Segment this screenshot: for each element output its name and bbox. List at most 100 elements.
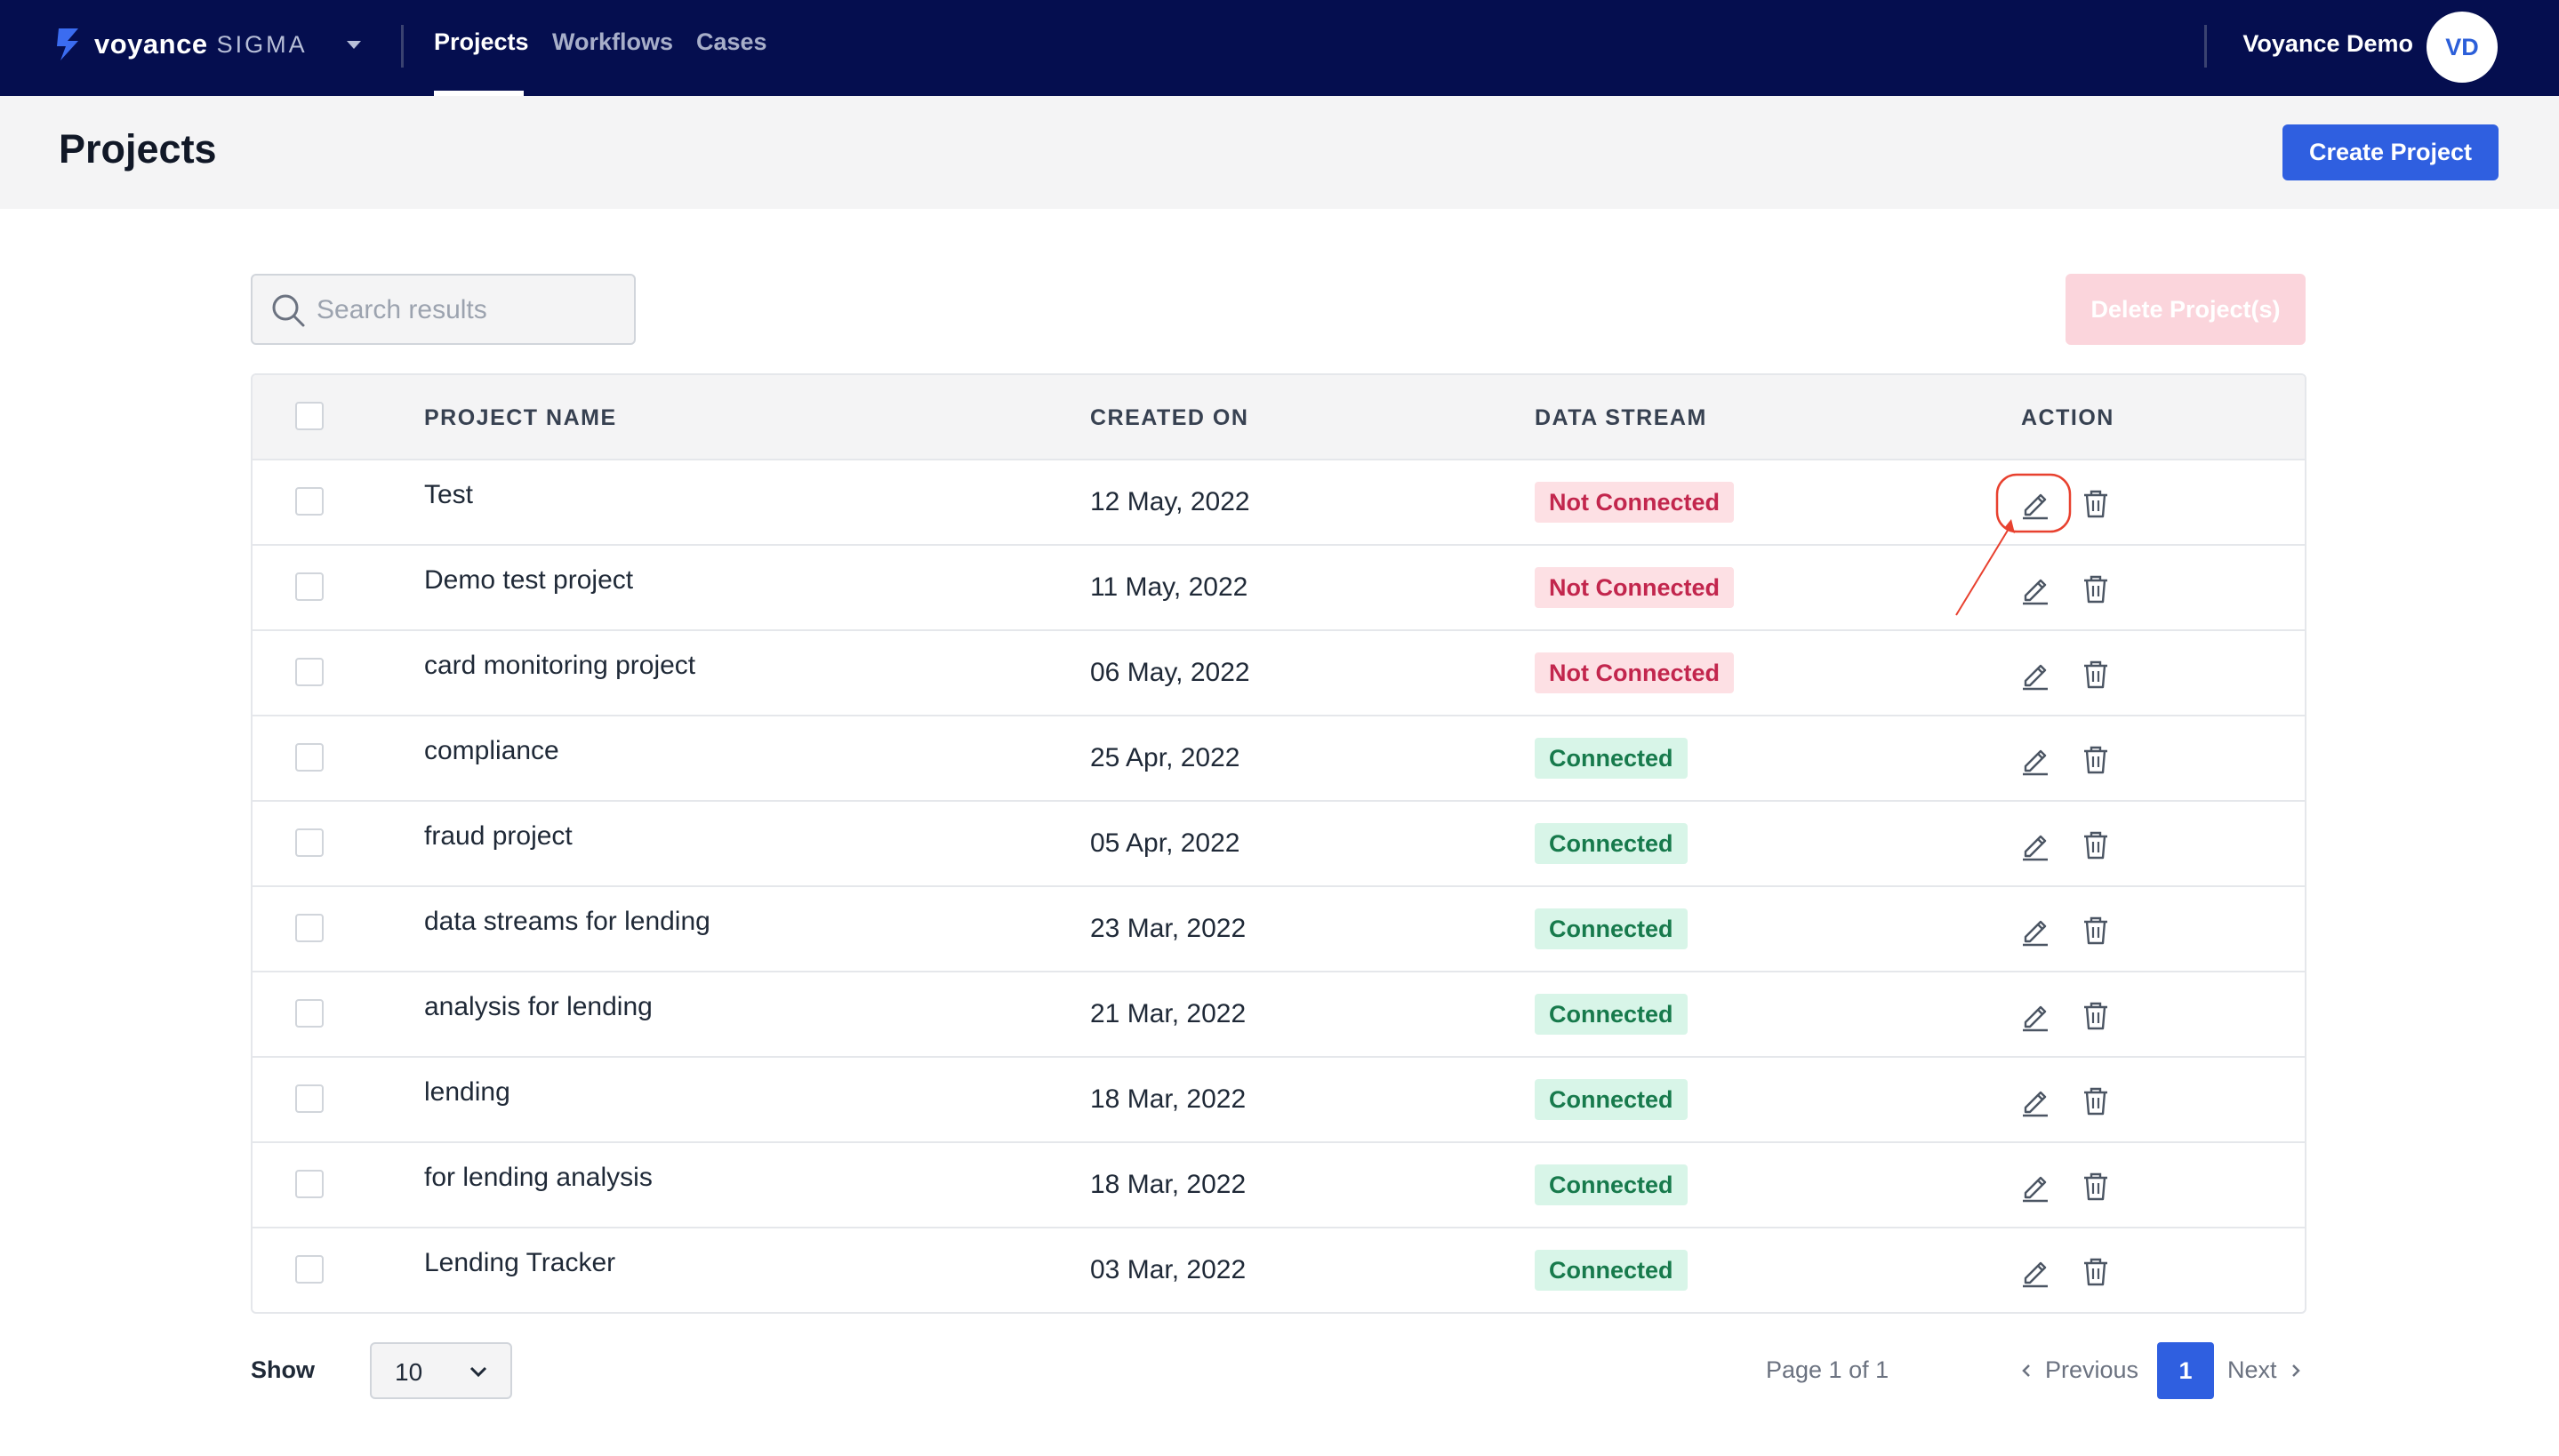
table-row: data streams for lending 23 Mar, 2022 Conn… — [253, 887, 2305, 972]
page-header: Projects Create Project — [0, 96, 2559, 209]
project-name[interactable]: analysis for lending — [424, 992, 653, 1021]
data-stream-badge: Connected — [1535, 823, 1688, 864]
data-stream-badge: Connected — [1535, 1079, 1688, 1120]
data-stream-badge: Connected — [1535, 738, 1688, 779]
page-title: Projects — [59, 126, 217, 172]
trash-icon[interactable] — [2078, 741, 2114, 777]
select-all-checkbox[interactable] — [295, 402, 324, 430]
row-checkbox[interactable] — [295, 1084, 324, 1113]
row-checkbox[interactable] — [295, 914, 324, 942]
project-name[interactable]: lending — [424, 1077, 510, 1107]
created-on: 23 Mar, 2022 — [1090, 914, 1247, 943]
page-size-select[interactable]: 10 — [370, 1342, 512, 1399]
edit-icon[interactable] — [2018, 827, 2053, 862]
column-header-project-name[interactable]: PROJECT NAME — [424, 405, 617, 430]
table-row: for lending analysis 18 Mar, 2022 Connecte… — [253, 1143, 2305, 1228]
project-name[interactable]: Demo test project — [424, 565, 634, 595]
row-checkbox[interactable] — [295, 1255, 324, 1284]
brand-name: voyance — [94, 28, 208, 60]
table-header: PROJECT NAME CREATED ON DATA STREAM ACTI… — [253, 375, 2305, 460]
chevron-down-icon — [469, 1366, 487, 1378]
next-page-button[interactable]: Next — [2227, 1356, 2304, 1384]
trash-icon[interactable] — [2078, 827, 2114, 862]
row-checkbox[interactable] — [295, 999, 324, 1028]
page-size-value: 10 — [395, 1358, 423, 1386]
chevron-left-icon — [2022, 1364, 2030, 1377]
column-header-data-stream[interactable]: DATA STREAM — [1535, 405, 1707, 430]
create-project-button[interactable]: Create Project — [2282, 124, 2499, 180]
created-on: 25 Apr, 2022 — [1090, 743, 1240, 772]
edit-icon[interactable] — [2018, 741, 2053, 777]
project-name[interactable]: for lending analysis — [424, 1163, 653, 1192]
projects-table: PROJECT NAME CREATED ON DATA STREAM ACTI… — [251, 373, 2306, 1314]
project-name[interactable]: fraud project — [424, 821, 573, 851]
search-box[interactable] — [251, 274, 636, 345]
created-on: 03 Mar, 2022 — [1090, 1255, 1247, 1284]
avatar[interactable]: VD — [2427, 12, 2498, 83]
next-label: Next — [2227, 1356, 2277, 1383]
edit-icon[interactable] — [2018, 485, 2053, 521]
created-on: 12 May, 2022 — [1090, 487, 1250, 516]
row-checkbox[interactable] — [295, 1170, 324, 1198]
created-on: 05 Apr, 2022 — [1090, 828, 1240, 858]
edit-icon[interactable] — [2018, 912, 2053, 948]
table-row: fraud project 05 Apr, 2022 Connected — [253, 802, 2305, 887]
nav-divider-right — [2204, 25, 2207, 68]
row-checkbox[interactable] — [295, 743, 324, 772]
table-row: Test 12 May, 2022 Not Connected — [253, 460, 2305, 546]
page-info: Page 1 of 1 — [1766, 1356, 1889, 1383]
trash-icon[interactable] — [2078, 1168, 2114, 1204]
nav-projects[interactable]: Projects — [434, 28, 529, 55]
data-stream-badge: Connected — [1535, 908, 1688, 949]
caret-down-icon[interactable] — [343, 36, 365, 53]
table-row: compliance 25 Apr, 2022 Connected — [253, 716, 2305, 802]
edit-icon[interactable] — [2018, 997, 2053, 1033]
trash-icon[interactable] — [2078, 1083, 2114, 1118]
project-name[interactable]: compliance — [424, 736, 559, 765]
nav-divider — [401, 25, 404, 68]
trash-icon[interactable] — [2078, 571, 2114, 606]
row-checkbox[interactable] — [295, 658, 324, 686]
table-row: lending 18 Mar, 2022 Connected — [253, 1058, 2305, 1143]
edit-icon[interactable] — [2018, 1253, 2053, 1289]
project-name[interactable]: Lending Tracker — [424, 1248, 616, 1277]
trash-icon[interactable] — [2078, 1253, 2114, 1289]
column-header-action: ACTION — [2021, 405, 2114, 430]
data-stream-badge: Not Connected — [1535, 482, 1734, 523]
nav-workflows[interactable]: Workflows — [552, 28, 674, 55]
page-number-button[interactable]: 1 — [2157, 1342, 2214, 1399]
edit-icon[interactable] — [2018, 1168, 2053, 1204]
data-stream-badge: Connected — [1535, 1250, 1688, 1291]
trash-icon[interactable] — [2078, 656, 2114, 692]
table-row: Demo test project 11 May, 2022 Not Connect… — [253, 546, 2305, 631]
data-stream-badge: Not Connected — [1535, 567, 1734, 608]
edit-icon[interactable] — [2018, 656, 2053, 692]
delete-projects-button[interactable]: Delete Project(s) — [2066, 274, 2306, 345]
row-checkbox[interactable] — [295, 572, 324, 601]
search-input[interactable] — [317, 286, 619, 334]
column-header-created-on[interactable]: CREATED ON — [1090, 405, 1249, 430]
edit-icon[interactable] — [2018, 571, 2053, 606]
brand-logo[interactable]: voyance SIGMA — [55, 25, 308, 64]
trash-icon[interactable] — [2078, 485, 2114, 521]
nav-cases[interactable]: Cases — [696, 28, 767, 55]
data-stream-badge: Connected — [1535, 994, 1688, 1035]
previous-page-button[interactable]: Previous — [2018, 1356, 2138, 1384]
search-icon — [272, 294, 305, 327]
project-name[interactable]: data streams for lending — [424, 907, 710, 936]
previous-label: Previous — [2045, 1356, 2139, 1383]
top-navbar: voyance SIGMA Projects Workflows Cases V… — [0, 0, 2559, 96]
trash-icon[interactable] — [2078, 912, 2114, 948]
table-row: analysis for lending 21 Mar, 2022 Connecte… — [253, 972, 2305, 1058]
edit-icon[interactable] — [2018, 1083, 2053, 1118]
row-checkbox[interactable] — [295, 828, 324, 857]
row-checkbox[interactable] — [295, 487, 324, 516]
trash-icon[interactable] — [2078, 997, 2114, 1033]
voyance-logo-icon — [57, 28, 78, 60]
user-name[interactable]: Voyance Demo — [2242, 30, 2413, 57]
project-name[interactable]: card monitoring project — [424, 651, 696, 680]
project-name[interactable]: Test — [424, 480, 474, 509]
created-on: 18 Mar, 2022 — [1090, 1170, 1247, 1199]
data-stream-badge: Not Connected — [1535, 652, 1734, 693]
table-row: card monitoring project 06 May, 2022 Not C… — [253, 631, 2305, 716]
